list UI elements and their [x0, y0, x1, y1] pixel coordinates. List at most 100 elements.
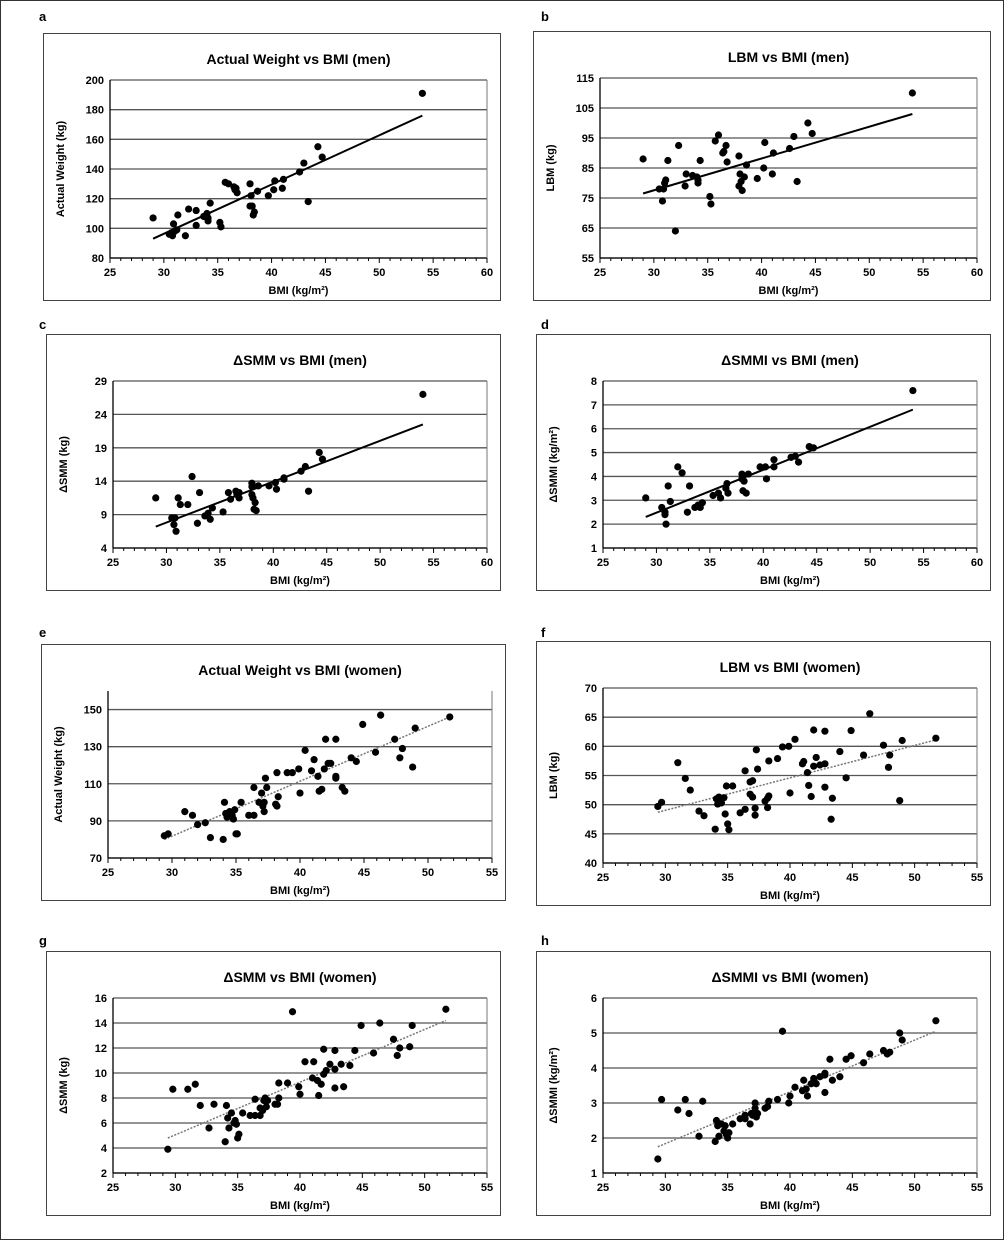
- data-point: [786, 1092, 794, 1100]
- y-tick-label: 200: [86, 75, 104, 87]
- data-point: [314, 772, 322, 780]
- data-point: [174, 211, 182, 219]
- y-tick-label: 65: [582, 223, 594, 235]
- y-tick-label: 130: [84, 742, 102, 754]
- chart-title: ΔSMM vs BMI (women): [223, 969, 376, 985]
- x-tick-label: 35: [704, 557, 716, 569]
- data-point: [248, 202, 256, 210]
- data-point: [227, 1109, 236, 1117]
- data-point: [642, 494, 650, 502]
- y-tick-label: 4: [591, 471, 598, 483]
- x-tick-label: 40: [294, 1182, 306, 1194]
- data-point: [738, 186, 746, 195]
- x-tick-label: 55: [971, 872, 983, 884]
- data-point: [886, 1048, 894, 1056]
- data-point: [741, 1111, 749, 1119]
- chart-panel-e: Actual Weight vs BMI (women) BMI (kg/m²) A…: [41, 644, 506, 901]
- data-point: [810, 762, 818, 770]
- scatter-plot: Actual Weight vs BMI (men) BMI (kg/m²) Act…: [55, 51, 493, 297]
- data-point: [828, 1076, 836, 1084]
- data-point: [272, 485, 281, 493]
- data-point: [662, 176, 670, 184]
- data-point: [301, 746, 309, 754]
- data-point: [884, 763, 893, 771]
- data-point: [283, 769, 291, 777]
- data-point: [393, 1051, 401, 1060]
- chart-panel-h: ΔSMMI vs BMI (women) BMI (kg/m²) ΔSMMI (kg…: [536, 951, 991, 1216]
- data-point: [204, 509, 212, 517]
- data-point: [736, 1115, 744, 1123]
- x-tick-label: 40: [757, 557, 769, 569]
- data-point: [226, 495, 235, 503]
- x-tick-label: 35: [702, 267, 714, 279]
- data-point: [320, 765, 328, 773]
- x-axis-label: BMI (kg/m²): [270, 575, 330, 587]
- x-tick-label: 55: [427, 267, 439, 279]
- data-point: [196, 1101, 204, 1110]
- data-point: [332, 774, 340, 782]
- y-axis-label: ΔSMMI (kg/m²): [548, 426, 560, 503]
- data-point: [661, 508, 669, 516]
- data-point: [756, 463, 764, 471]
- data-point: [896, 796, 904, 805]
- data-point: [685, 482, 694, 490]
- y-tick-label: 120: [86, 194, 104, 206]
- data-point: [711, 1137, 719, 1146]
- y-tick-label: 90: [90, 816, 102, 828]
- x-tick-label: 25: [597, 872, 609, 884]
- chart-title: ΔSMMI vs BMI (women): [711, 969, 868, 985]
- data-point: [253, 187, 262, 195]
- y-tick-label: 7: [591, 400, 597, 412]
- x-tick-label: 50: [373, 267, 385, 279]
- x-axis-label: BMI (kg/m²): [760, 890, 820, 902]
- data-point: [315, 448, 323, 457]
- data-point: [171, 514, 179, 522]
- y-tick-label: 40: [585, 858, 597, 870]
- x-tick-label: 30: [648, 267, 660, 279]
- y-tick-label: 14: [95, 476, 108, 488]
- data-point: [909, 386, 917, 395]
- data-point: [821, 727, 829, 735]
- data-point: [735, 152, 743, 160]
- data-point: [770, 456, 778, 464]
- y-tick-label: 100: [86, 223, 104, 235]
- y-tick-label: 4: [101, 543, 108, 555]
- data-point: [245, 811, 253, 819]
- x-tick-label: 60: [971, 557, 983, 569]
- y-tick-label: 75: [582, 193, 594, 205]
- data-point: [723, 158, 731, 166]
- chart-title: ΔSMMI vs BMI (men): [721, 352, 859, 368]
- data-point: [188, 811, 197, 819]
- data-point: [263, 783, 271, 792]
- data-point: [332, 735, 340, 743]
- data-point: [173, 226, 181, 234]
- data-point: [262, 1103, 270, 1111]
- x-axis-label: BMI (kg/m²): [270, 1200, 330, 1212]
- data-point: [396, 1044, 404, 1052]
- data-point: [250, 208, 258, 216]
- data-point: [307, 767, 316, 775]
- data-point: [639, 155, 647, 163]
- data-point: [246, 1111, 254, 1120]
- data-point: [866, 710, 874, 718]
- x-axis-label: BMI (kg/m²): [270, 885, 330, 897]
- data-point: [742, 161, 751, 169]
- data-point: [352, 757, 360, 766]
- data-point: [741, 767, 749, 775]
- data-point: [807, 792, 815, 801]
- x-tick-label: 45: [846, 1182, 858, 1194]
- data-point: [250, 783, 258, 792]
- data-point: [769, 149, 778, 157]
- data-point: [886, 751, 894, 759]
- x-tick-label: 50: [374, 557, 386, 569]
- data-point: [794, 458, 803, 466]
- data-point: [204, 214, 212, 222]
- y-axis-label: ΔSMM (kg): [58, 1057, 70, 1114]
- y-tick-label: 160: [86, 134, 104, 146]
- data-point: [898, 736, 906, 745]
- data-point: [657, 798, 666, 806]
- data-point: [722, 141, 730, 150]
- y-tick-label: 1: [591, 543, 597, 555]
- data-point: [879, 741, 888, 749]
- data-point: [753, 765, 762, 773]
